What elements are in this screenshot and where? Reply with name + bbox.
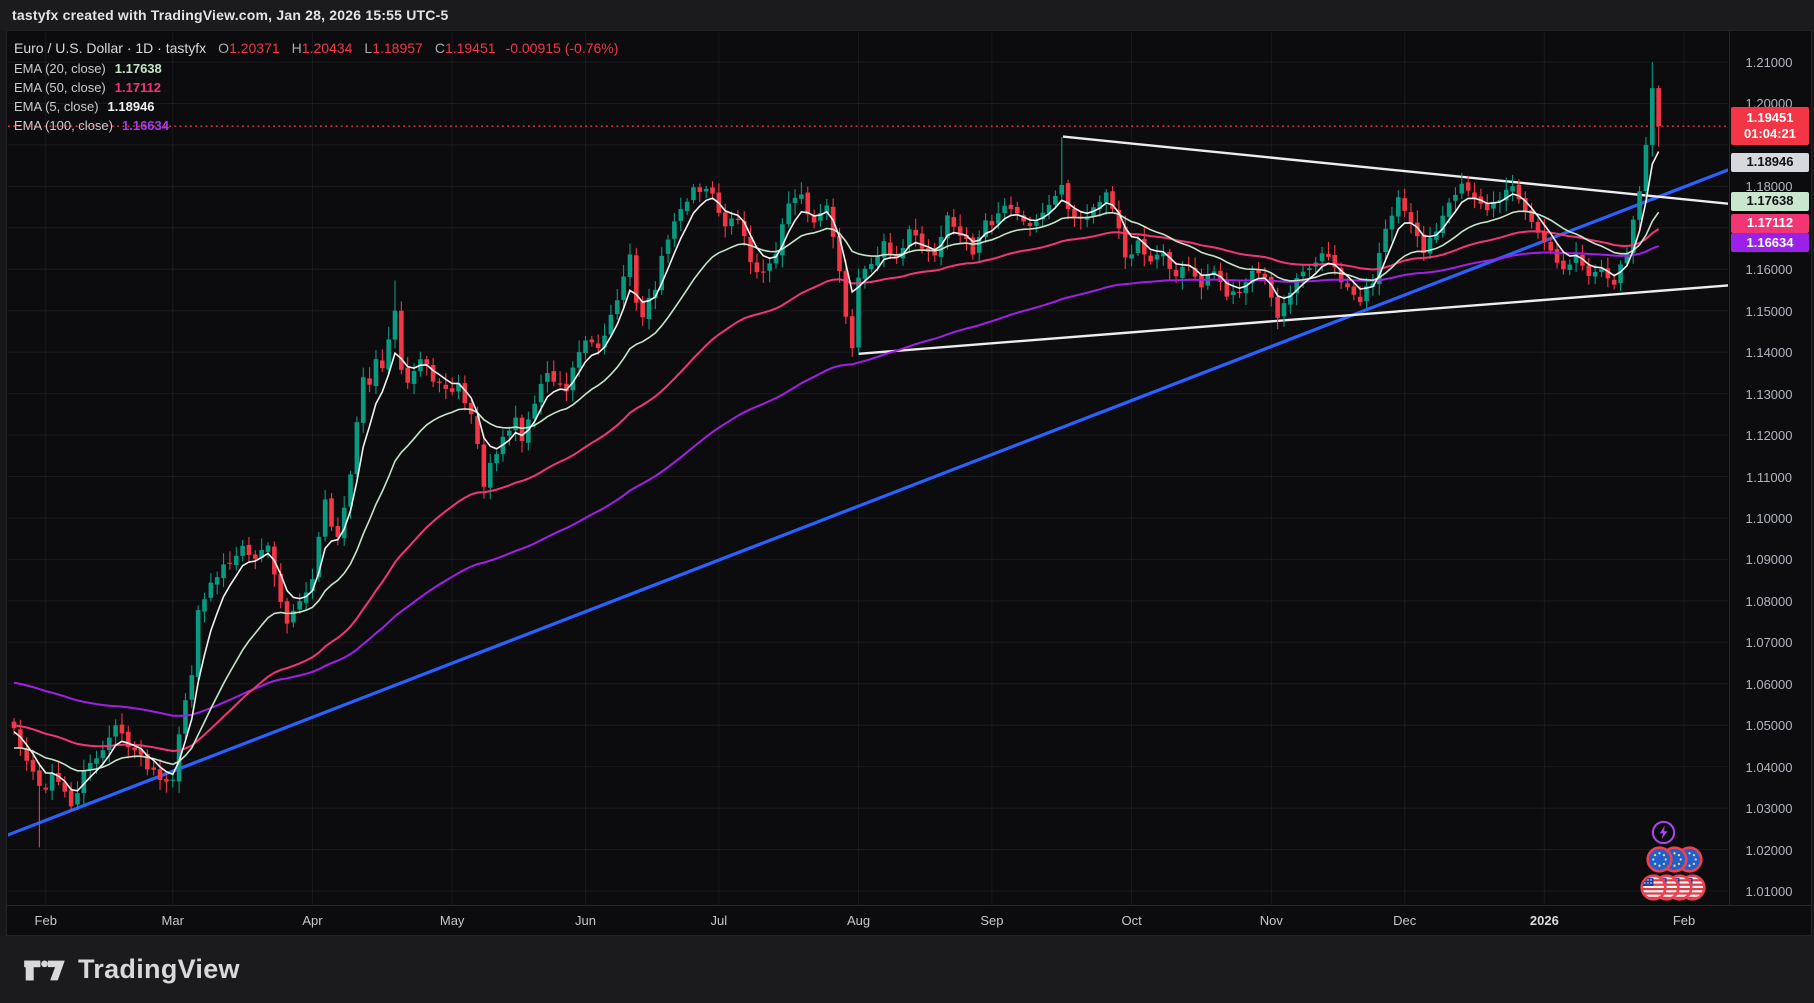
- price-tick-label: 1.07000: [1745, 635, 1793, 651]
- indicator-value: 1.17638: [114, 61, 162, 76]
- ohlc-key: C: [434, 40, 445, 56]
- attribution-bar: tastyfx created with TradingView.com, Ja…: [0, 0, 1814, 30]
- time-tick-label: Mar: [161, 913, 184, 928]
- indicator-row[interactable]: EMA (20, close) 1.17638: [14, 59, 618, 78]
- price-tick-label: 1.16000: [1745, 262, 1793, 278]
- tradingview-logo[interactable]: TradingView: [22, 954, 240, 986]
- indicator-row[interactable]: EMA (100, close) 1.16634: [14, 116, 618, 135]
- ohlc-item: H1.20434: [292, 40, 353, 56]
- time-tick-label: May: [439, 913, 465, 928]
- ohlc-value: 1.20434: [301, 40, 353, 56]
- change-value: -0.00915 (-0.76%): [505, 40, 619, 56]
- us-economic-events-icon[interactable]: [1640, 874, 1667, 906]
- time-tick-label: 2026: [1529, 913, 1559, 928]
- price-tick-label: 1.18000: [1745, 179, 1793, 195]
- ohlc-value: 1.20371: [229, 40, 280, 56]
- ema100-line: [13, 245, 1659, 717]
- badge-price-text: 1.19451: [1746, 110, 1794, 126]
- indicator-value: 1.18946: [107, 99, 155, 114]
- ema100-badge: 1.16634: [1731, 233, 1809, 253]
- attribution-text: tastyfx created with TradingView.com, Ja…: [12, 7, 449, 23]
- time-tick-label: Feb: [1672, 913, 1696, 928]
- time-tick-label: Jun: [575, 913, 596, 928]
- badge-price-text: 1.17112: [1746, 215, 1794, 231]
- ema20-line: [13, 210, 1660, 772]
- ohlc-item: O1.20371: [218, 40, 280, 56]
- ohlc-values: O1.20371 H1.20434 L1.18957 C1.19451: [206, 40, 495, 56]
- price-tick-label: 1.21000: [1745, 55, 1793, 70]
- indicator-value: 1.16634: [122, 118, 169, 133]
- indicator-row[interactable]: EMA (50, close) 1.17112: [14, 78, 618, 97]
- symbol-row[interactable]: Euro / U.S. Dollar · 1D · tastyfx O1.203…: [14, 40, 618, 59]
- price-tick-label: 1.08000: [1745, 593, 1793, 609]
- indicator-label: EMA (20, close): [14, 61, 106, 76]
- ema50-line: [13, 228, 1660, 753]
- symbol-title: Euro / U.S. Dollar · 1D · tastyfx: [14, 40, 207, 56]
- price-tick-label: 1.05000: [1745, 718, 1793, 734]
- indicator-label: EMA (5, close): [14, 99, 99, 114]
- indicator-row[interactable]: EMA (5, close) 1.18946: [14, 97, 618, 116]
- brand-name: TradingView: [78, 954, 240, 984]
- ohlc-item: C1.19451: [435, 40, 496, 56]
- price-tick-label: 1.12000: [1745, 428, 1793, 444]
- eu-economic-events-icon[interactable]: [1646, 846, 1673, 878]
- tradingview-mark-icon: [24, 959, 65, 980]
- price-tick-label: 1.09000: [1745, 552, 1793, 568]
- wedge-upper-line: [1062, 135, 1728, 205]
- indicator-label: EMA (100, close): [14, 118, 113, 133]
- time-axis[interactable]: Feb Mar Apr May Jun Jul Aug Sep Oct Nov Dec 2026 Feb: [6, 905, 1812, 936]
- badge-price-text: 1.16634: [1746, 234, 1794, 250]
- ema50-badge: 1.17112: [1731, 213, 1809, 233]
- ohlc-key: H: [291, 40, 302, 56]
- price-tick-label: 1.14000: [1745, 345, 1793, 361]
- trend-lines[interactable]: [8, 135, 1729, 837]
- time-tick-label: Feb: [34, 913, 57, 928]
- time-tick-label: Jul: [710, 913, 728, 928]
- economic-event-lightning-icon[interactable]: [1651, 820, 1676, 850]
- time-tick-label: Nov: [1259, 913, 1283, 928]
- price-axis-separator: [1729, 31, 1730, 905]
- indicator-label: EMA (50, close): [14, 80, 106, 95]
- price-tick-label: 1.13000: [1745, 386, 1793, 402]
- ohlc-key: O: [218, 40, 230, 56]
- ema-lines: [13, 151, 1660, 792]
- indicator-legend-rows: EMA (20, close) 1.17638 EMA (50, close) 1.1…: [14, 59, 618, 135]
- current-price-badge: 1.19451 01:04:21: [1731, 107, 1809, 146]
- price-tick-label: 1.15000: [1745, 303, 1793, 319]
- badge-price-text: 1.18946: [1746, 154, 1794, 169]
- badge-countdown-text: 01:04:21: [1743, 126, 1797, 142]
- time-tick-label: Dec: [1393, 913, 1417, 928]
- ohlc-value: 1.19451: [444, 40, 496, 56]
- ema5-badge: 1.18946: [1731, 152, 1809, 172]
- price-tick-label: 1.11000: [1745, 469, 1793, 485]
- time-tick-label: Oct: [1121, 913, 1142, 928]
- price-tick-label: 1.03000: [1745, 801, 1793, 817]
- price-axis[interactable]: 1.21000 1.20000 1.18000 1.16000 1.15000 1.140…: [1730, 31, 1812, 905]
- price-tick-label: 1.04000: [1745, 759, 1793, 775]
- footer-bar: TradingView: [0, 936, 1814, 1003]
- long-term-support-line: [8, 168, 1728, 837]
- ohlc-value: 1.18957: [372, 40, 423, 56]
- badge-price-text: 1.17638: [1746, 193, 1794, 209]
- price-tick-label: 1.02000: [1745, 842, 1793, 858]
- grid-lines: [8, 32, 1728, 905]
- ema5-line: [13, 151, 1660, 792]
- ema20-badge: 1.17638: [1731, 191, 1809, 211]
- ohlc-item: L1.18957: [364, 40, 422, 56]
- time-tick-label: Apr: [302, 913, 323, 928]
- indicator-value: 1.17112: [114, 80, 162, 95]
- wedge-lower-line: [858, 284, 1728, 356]
- price-tick-label: 1.10000: [1745, 510, 1793, 526]
- ohlc-key: L: [364, 40, 373, 56]
- chart-legend: Euro / U.S. Dollar · 1D · tastyfx O1.203…: [14, 40, 618, 135]
- price-tick-label: 1.01000: [1745, 884, 1793, 899]
- price-tick-label: 1.06000: [1745, 676, 1793, 692]
- candlestick-series: [11, 62, 1661, 848]
- time-tick-label: Aug: [846, 913, 871, 928]
- time-tick-label: Sep: [980, 913, 1004, 928]
